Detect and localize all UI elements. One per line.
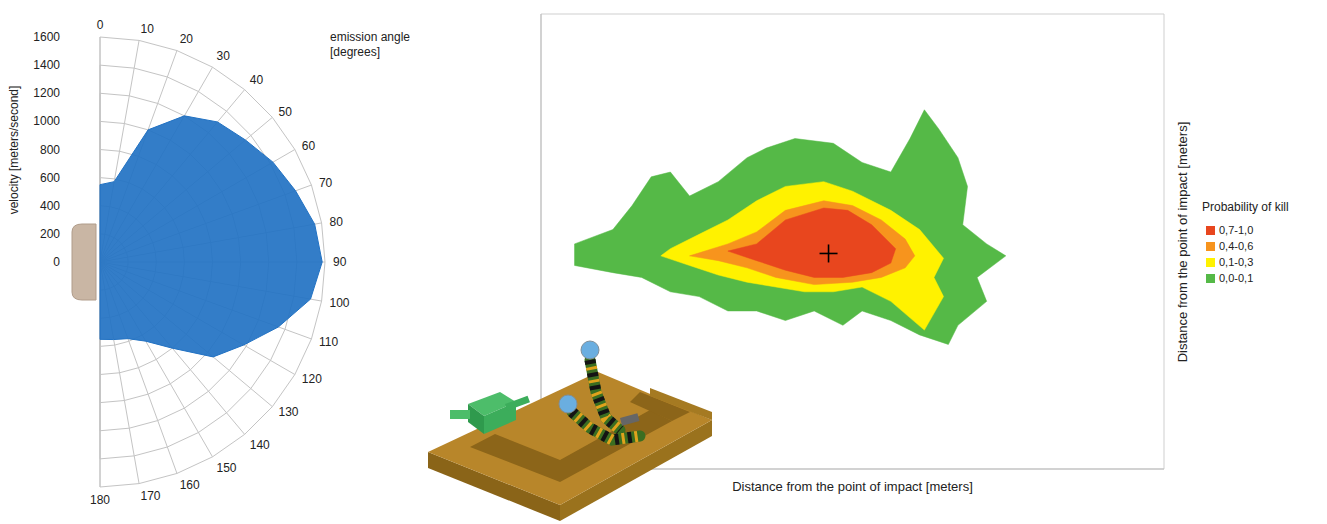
svg-text:100: 100 <box>329 296 349 310</box>
svg-text:1400: 1400 <box>33 58 60 72</box>
svg-text:1600: 1600 <box>33 30 60 44</box>
svg-text:180: 180 <box>90 493 110 507</box>
html-text:velocity [meters/second]: velocity [meters/second] <box>7 85 21 215</box>
html-text:Probability of kill: Probability of kill <box>1202 200 1289 214</box>
svg-text:600: 600 <box>40 171 60 185</box>
svg-text:0: 0 <box>97 18 104 32</box>
html-text:0,7-1,0: 0,7-1,0 <box>1219 224 1254 236</box>
svg-text:40: 40 <box>250 73 264 87</box>
svg-text:90: 90 <box>333 255 347 269</box>
html-text:0,0-0,1: 0,0-0,1 <box>1219 272 1254 284</box>
svg-text:800: 800 <box>40 143 60 157</box>
svg-text:80: 80 <box>329 215 343 229</box>
svg-text:1000: 1000 <box>33 114 60 128</box>
svg-text:30: 30 <box>217 49 231 63</box>
svg-text:10: 10 <box>140 22 154 36</box>
svg-text:400: 400 <box>40 199 60 213</box>
svg-text:200: 200 <box>40 227 60 241</box>
svg-text:160: 160 <box>180 478 200 492</box>
svg-text:20: 20 <box>180 32 194 46</box>
html-text:emission angle [degrees]: emission angle [degrees] <box>330 30 410 59</box>
svg-text:170: 170 <box>140 489 160 503</box>
svg-text:0: 0 <box>53 255 60 269</box>
svg-text:50: 50 <box>278 105 292 119</box>
svg-text:130: 130 <box>278 405 298 419</box>
html-text:0,4-0,6: 0,4-0,6 <box>1219 240 1254 252</box>
html-text:Distance from the point of imp: Distance from the point of impact [meter… <box>732 479 973 494</box>
html-text:Distance from the point of imp: Distance from the point of impact [meter… <box>1174 121 1189 362</box>
svg-text:150: 150 <box>217 461 237 475</box>
svg-text:60: 60 <box>302 139 316 153</box>
svg-text:120: 120 <box>302 372 322 386</box>
svg-text:70: 70 <box>319 176 333 190</box>
svg-text:140: 140 <box>250 438 270 452</box>
svg-text:110: 110 <box>319 335 338 349</box>
html-text:0,1-0,3: 0,1-0,3 <box>1219 256 1254 268</box>
svg-text:1200: 1200 <box>33 86 60 100</box>
